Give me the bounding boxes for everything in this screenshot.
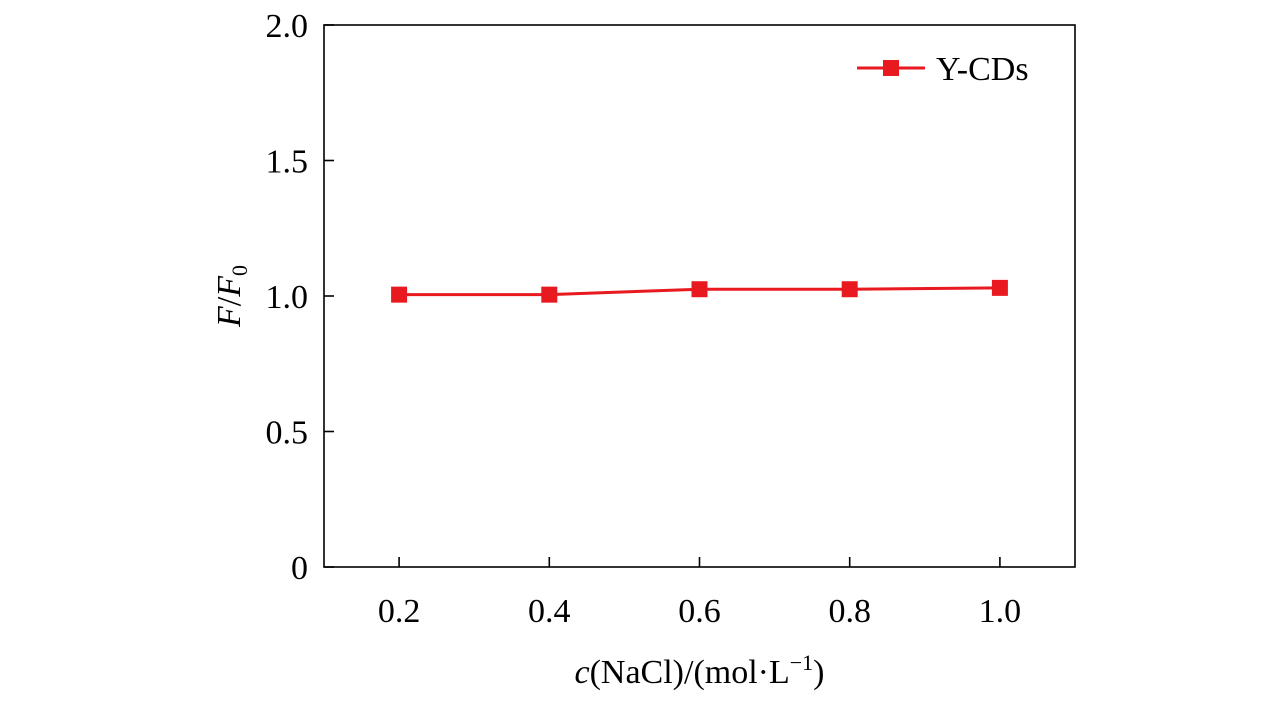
x-axis-title-variable: c xyxy=(574,654,589,691)
legend-marker-y-cds xyxy=(883,60,899,76)
x-axis-title-close: ) xyxy=(813,654,824,691)
y-axis-title-subscript: 0 xyxy=(227,265,252,276)
y-tick-label: 0 xyxy=(291,550,308,587)
legend-label-y-cds: Y-CDs xyxy=(936,51,1029,88)
x-tick-label: 0.8 xyxy=(828,593,871,630)
y-axis-title-slash: / xyxy=(211,296,248,306)
y-axis-title-denominator: F xyxy=(211,275,248,298)
plot-frame xyxy=(323,24,1076,568)
data-point xyxy=(391,286,408,303)
data-point xyxy=(691,281,708,298)
y-axis-title-numerator: F xyxy=(211,305,248,328)
y-axis-title: F/F0 xyxy=(211,265,252,328)
data-point xyxy=(541,286,558,303)
x-tick-label: 0.6 xyxy=(678,593,721,630)
x-axis-title-text: (NaCl)/(mol·L xyxy=(590,654,790,691)
y-tick-label: 1.0 xyxy=(266,279,309,316)
data-point xyxy=(841,281,858,298)
x-axis-title: c(NaCl)/(mol·L−1) xyxy=(574,650,824,691)
x-tick-label: 0.2 xyxy=(378,593,421,630)
y-tick-label: 0.5 xyxy=(266,415,309,452)
y-tick-label: 1.5 xyxy=(266,144,309,181)
ticks-layer: 0.2 0.4 0.6 0.8 1.0 0 0.5 1.0 1.5 2.0 xyxy=(266,8,1022,630)
x-tick-label: 1.0 xyxy=(979,593,1022,630)
x-axis-title-superscript: −1 xyxy=(790,650,813,675)
series-layer xyxy=(391,279,1008,303)
data-point xyxy=(991,279,1008,296)
legend: Y-CDs xyxy=(857,51,1029,88)
x-tick-label: 0.4 xyxy=(528,593,571,630)
y-tick-label: 2.0 xyxy=(266,8,309,45)
